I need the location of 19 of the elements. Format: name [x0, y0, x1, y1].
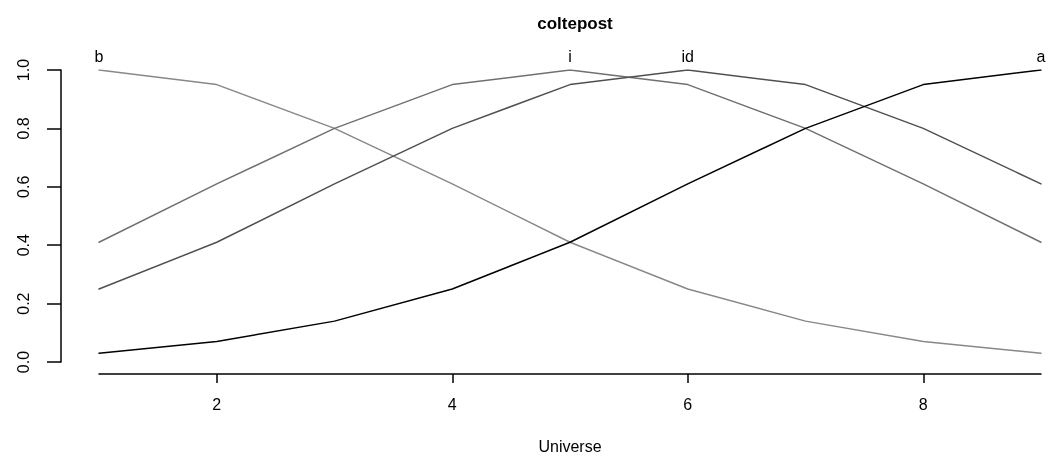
series-label: i — [568, 47, 572, 65]
y-tick-label: 0.2 — [14, 292, 32, 315]
line-series — [98, 69, 1042, 290]
y-tick-label: 0.8 — [14, 117, 32, 140]
x-tick-label: 6 — [683, 395, 693, 413]
y-tick-label: 1.0 — [14, 58, 32, 82]
x-tick-label: 8 — [918, 395, 928, 413]
y-tick-label: 0.0 — [14, 350, 32, 374]
x-axis-title: Universe — [538, 437, 602, 455]
x-tick-label: 4 — [447, 395, 457, 413]
chart-title: coltepost — [537, 14, 614, 33]
y-tick-label: 0.4 — [14, 233, 32, 257]
series-label: a — [1036, 47, 1046, 65]
y-tick-label: 0.6 — [14, 175, 32, 198]
series-label: id — [681, 47, 694, 65]
line-series — [98, 69, 1042, 244]
series-label: b — [94, 47, 104, 65]
x-tick-label: 2 — [212, 395, 222, 413]
line-series — [98, 69, 1042, 354]
